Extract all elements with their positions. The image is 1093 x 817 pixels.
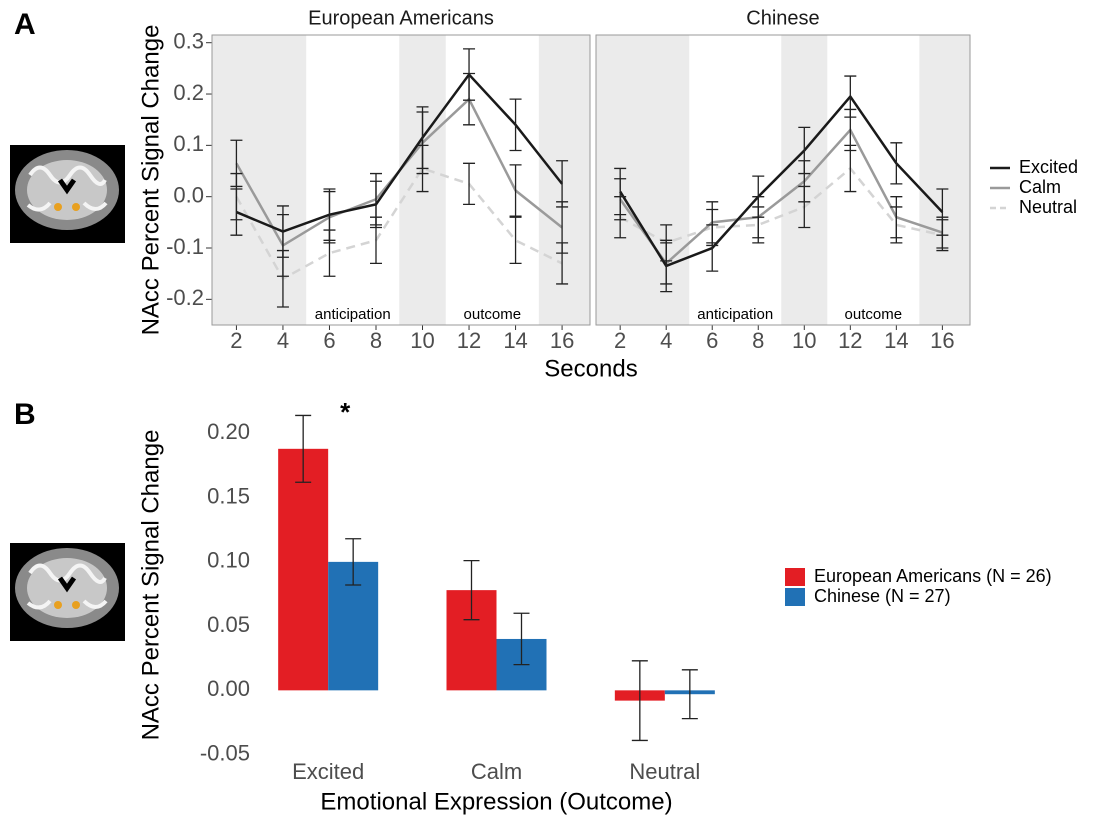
error-bar	[509, 216, 522, 265]
legend-label: European Americans (N = 26)	[814, 566, 1052, 586]
brain-image	[10, 145, 125, 243]
panel-label: B	[14, 398, 36, 431]
x-axis-label: Emotional Expression (Outcome)	[320, 788, 672, 815]
y-tick-label: 0.20	[207, 419, 250, 444]
x-axis-label: Seconds	[544, 355, 637, 382]
y-tick-label: 0.15	[207, 483, 250, 508]
error-bar	[660, 224, 673, 262]
error-bar	[276, 249, 289, 308]
error-bar	[614, 196, 627, 239]
x-tick-label: 14	[503, 328, 527, 353]
x-tick-label: Excited	[292, 759, 364, 784]
bar	[278, 448, 329, 691]
error-bar	[631, 660, 648, 742]
shaded-region	[212, 35, 307, 325]
y-tick-label: 0.05	[207, 612, 250, 637]
x-tick-label: 16	[930, 328, 954, 353]
y-axis-label: NAcc Percent Signal Change	[137, 25, 164, 336]
x-tick-label: 16	[550, 328, 574, 353]
legend-label: Excited	[1019, 157, 1078, 177]
legend-label: Neutral	[1019, 197, 1077, 217]
y-tick-label: 0.2	[173, 80, 204, 105]
y-tick-label: -0.05	[200, 740, 250, 765]
error-bar	[706, 208, 719, 247]
phase-annotation: anticipation	[697, 306, 773, 323]
x-tick-label: 2	[614, 328, 626, 353]
legend-key	[785, 588, 805, 606]
x-tick-label: 6	[706, 328, 718, 353]
x-tick-label: 4	[277, 328, 289, 353]
x-tick-label: 12	[838, 328, 862, 353]
x-tick-label: 8	[370, 328, 382, 353]
x-tick-label: 10	[410, 328, 434, 353]
x-tick-label: Neutral	[629, 759, 700, 784]
error-bar	[844, 144, 857, 193]
significance-marker: *	[340, 397, 351, 427]
phase-annotation: anticipation	[315, 306, 391, 323]
x-tick-label: 4	[660, 328, 672, 353]
y-tick-label: 0.1	[173, 131, 204, 156]
series-line	[235, 72, 564, 233]
error-bar	[752, 206, 765, 244]
error-bar	[463, 72, 476, 126]
error-bar	[681, 669, 698, 720]
series-line	[619, 94, 944, 268]
error-bar	[323, 229, 336, 277]
y-axis-label: NAcc Percent Signal Change	[137, 430, 164, 741]
error-bar	[230, 172, 243, 221]
brain-image	[10, 543, 125, 641]
x-tick-label: 14	[884, 328, 908, 353]
panel-border	[211, 34, 591, 326]
error-bar	[463, 162, 476, 206]
shaded-region	[919, 35, 970, 325]
shaded-region	[596, 35, 690, 325]
panel-border	[595, 34, 971, 326]
phase-annotation: outcome	[464, 306, 522, 323]
legend-label: Chinese (N = 27)	[814, 586, 951, 606]
error-bar	[890, 206, 903, 244]
legend-key	[785, 568, 805, 586]
error-bar	[509, 164, 522, 217]
x-tick-label: 8	[752, 328, 764, 353]
error-bar	[936, 219, 949, 252]
facet-title: European Americans	[308, 7, 494, 29]
error-bar	[890, 142, 903, 185]
x-tick-label: 6	[323, 328, 335, 353]
x-tick-label: 2	[230, 328, 242, 353]
error-bar	[369, 216, 382, 265]
legend-label: Calm	[1019, 177, 1061, 197]
error-bar	[463, 559, 480, 621]
error-bar	[345, 538, 362, 586]
facet-title: Chinese	[746, 7, 819, 29]
series-line	[619, 127, 943, 266]
error-bar	[513, 612, 530, 666]
shaded-region	[538, 35, 590, 325]
x-tick-label: 10	[792, 328, 816, 353]
error-bar	[509, 98, 522, 152]
error-bar	[416, 144, 429, 193]
y-tick-label: -0.1	[166, 234, 204, 259]
series-line	[235, 166, 563, 281]
error-bar	[295, 414, 312, 483]
y-tick-label: 0.0	[173, 182, 204, 207]
error-bar	[798, 185, 811, 229]
error-bar	[556, 242, 569, 285]
phase-annotation: outcome	[845, 306, 903, 323]
x-tick-label: 12	[457, 328, 481, 353]
series-line	[619, 166, 943, 245]
panel-label: A	[14, 8, 36, 41]
y-tick-label: 0.3	[173, 29, 204, 54]
y-tick-label: 0.10	[207, 548, 250, 573]
y-tick-label: 0.00	[207, 676, 250, 701]
y-tick-label: -0.2	[166, 285, 204, 310]
x-tick-label: Calm	[471, 759, 522, 784]
